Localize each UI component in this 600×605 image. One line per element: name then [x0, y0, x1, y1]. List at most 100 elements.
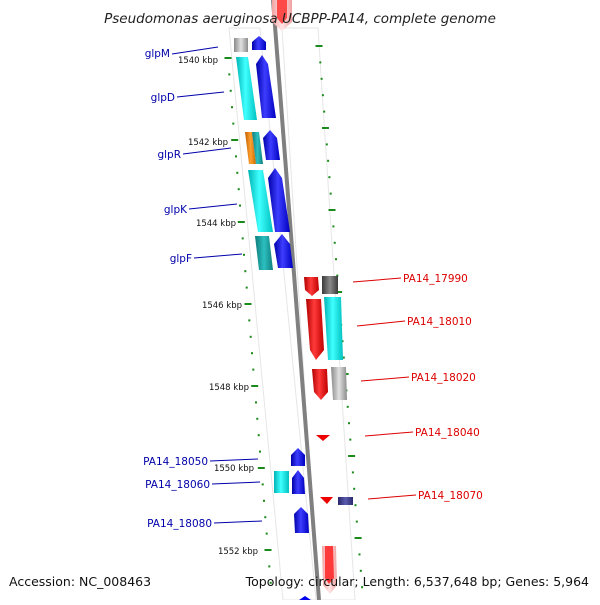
- scale-dot: [265, 532, 268, 535]
- genome-backbone: [271, 0, 321, 601]
- tick-label: 1552 kbp: [218, 547, 258, 557]
- scale-dot: [243, 253, 245, 256]
- map-title: Pseudomonas aeruginosa UCBPP-PA14, compl…: [104, 11, 496, 27]
- connector-glpR: [182, 147, 232, 155]
- connector-PA14_18080: [213, 520, 263, 524]
- scale-dot: [359, 569, 362, 572]
- scale-dot: [335, 258, 337, 261]
- scale-dot: [263, 499, 265, 502]
- scale-dot: [237, 188, 240, 191]
- right-gene-labels: PA14_17990 PA14_18010 PA14_18020 PA14_18…: [352, 273, 483, 502]
- tick-label: 1550 kbp: [214, 464, 254, 474]
- connector-PA14_18020: [360, 376, 410, 382]
- scale-dot: [256, 417, 259, 420]
- scale-dot: [328, 209, 336, 211]
- label-PA14_18010[interactable]: PA14_18010: [407, 316, 472, 328]
- gene-arrow-glpD[interactable]: [256, 55, 276, 118]
- gene-arrow-glpF[interactable]: [274, 234, 293, 268]
- scale-dot: [229, 89, 232, 92]
- scale-dot: [245, 286, 248, 289]
- connector-glpM: [171, 46, 219, 55]
- scale-dot: [268, 565, 271, 568]
- gene-arrow-PA14_18040[interactable]: [316, 435, 330, 441]
- gene-arrow-PA14_17990[interactable]: [304, 277, 319, 296]
- label-PA14_18080[interactable]: PA14_18080: [147, 518, 212, 530]
- scale-dot: [257, 434, 260, 437]
- label-glpR[interactable]: glpR: [157, 149, 181, 161]
- scale-dot: [342, 356, 345, 359]
- scale-dot: [354, 504, 357, 507]
- gene-arrow-PA14_18060[interactable]: [292, 470, 305, 494]
- label-PA14_18040[interactable]: PA14_18040: [415, 427, 480, 439]
- scale-dot: [349, 438, 352, 441]
- scale-dot: [335, 291, 343, 293]
- scale-dot: [320, 77, 323, 80]
- gene-arrow-PA14_18010[interactable]: [306, 299, 324, 360]
- cog-box-glpD: [236, 57, 257, 120]
- scale-dot: [328, 176, 331, 179]
- label-PA14_18050[interactable]: PA14_18050: [143, 456, 208, 468]
- connector-PA14_18050: [209, 458, 259, 462]
- label-glpM[interactable]: glpM: [145, 48, 170, 60]
- label-PA14_18020[interactable]: PA14_18020: [411, 372, 476, 384]
- label-PA14_18060[interactable]: PA14_18060: [145, 479, 210, 491]
- gene-arrow-glpK[interactable]: [268, 168, 290, 232]
- gene-arrow-PA14_18070[interactable]: [320, 497, 333, 504]
- scale-dot: [323, 110, 326, 113]
- cog-box-glpK: [248, 170, 273, 232]
- cog-box-PA14_17990: [322, 276, 338, 294]
- label-glpK[interactable]: glpK: [164, 204, 188, 216]
- scale-dot: [269, 581, 272, 584]
- cog-box-PA14_18010: [324, 297, 343, 360]
- scale-dot: [333, 241, 336, 244]
- label-glpF[interactable]: glpF: [170, 253, 192, 265]
- left-gene-labels: glpM glpD glpR glpK glpF PA14_18050 PA14…: [143, 46, 263, 530]
- scale-dot: [361, 586, 364, 589]
- scale-dot: [236, 171, 239, 174]
- scale-dot: [255, 401, 257, 404]
- scale-dot: [332, 225, 335, 228]
- gene-arrow-glpM[interactable]: [252, 36, 266, 50]
- gene-arrow-PA14_18050[interactable]: [291, 448, 305, 466]
- scale-dot: [358, 553, 361, 556]
- tick-label: 1540 kbp: [178, 56, 218, 66]
- connector-PA14_18060: [211, 481, 261, 485]
- cog-box-PA14_18020: [331, 367, 347, 400]
- cog-box-glpR-teal: [252, 132, 263, 164]
- scale-dot: [353, 487, 356, 490]
- gene-arrow-PA14_18080[interactable]: [294, 507, 309, 533]
- connector-PA14_18070: [367, 494, 417, 500]
- scale-dot: [232, 122, 235, 125]
- gene-arrow-bottom-blue[interactable]: [299, 596, 311, 600]
- connector-glpF: [193, 253, 243, 259]
- scale-dot: [355, 520, 358, 523]
- scale-dot: [224, 57, 232, 59]
- label-glpD[interactable]: glpD: [151, 92, 175, 104]
- scale-dot: [354, 537, 362, 539]
- gene-arrow-PA14_18020[interactable]: [312, 369, 328, 400]
- gene-arrow-top-partial-inner: [277, 0, 287, 24]
- scale-dot: [251, 352, 253, 355]
- scale-dot: [351, 471, 354, 474]
- scale-dot: [231, 106, 233, 109]
- scale-dots-left: [224, 57, 272, 584]
- scale-dot: [257, 467, 265, 469]
- accession-text: Accession: NC_008463: [9, 574, 151, 589]
- label-PA14_18070[interactable]: PA14_18070: [418, 490, 483, 502]
- tick-label: 1546 kbp: [202, 301, 242, 311]
- gene-arrow-glpR[interactable]: [263, 130, 280, 160]
- scale-dot: [237, 221, 245, 223]
- tick-label: 1544 kbp: [196, 219, 236, 229]
- scale-dot: [252, 368, 255, 371]
- cog-box-glpM: [234, 38, 248, 52]
- scale-dot: [239, 204, 241, 207]
- scale-dot: [329, 192, 332, 195]
- scale-dot: [244, 270, 247, 273]
- label-PA14_17990[interactable]: PA14_17990: [403, 273, 468, 285]
- connector-PA14_18040: [364, 431, 414, 437]
- cog-box-PA14_18060: [274, 471, 289, 493]
- cog-box-glpR-orange: [245, 132, 256, 164]
- scale-dot: [264, 549, 272, 551]
- scale-dot: [231, 139, 239, 141]
